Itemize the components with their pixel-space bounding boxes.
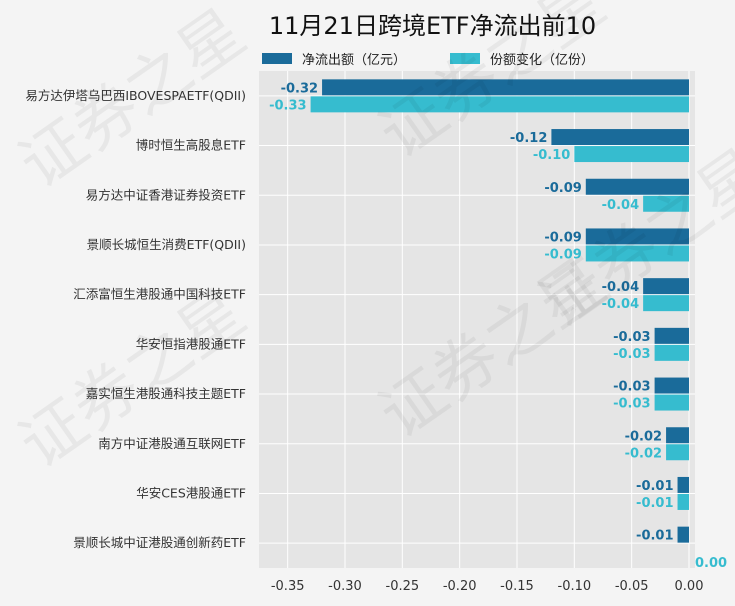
x-tick-label: -0.25 [386, 579, 420, 594]
x-tick-label: -0.30 [328, 579, 362, 594]
legend-swatch-net-outflow [262, 52, 292, 64]
data-label: -0.01 [636, 479, 673, 494]
category-label: 华安CES港股通ETF [136, 485, 246, 500]
data-label: -0.04 [602, 198, 639, 213]
data-label: -0.09 [544, 230, 581, 245]
x-tick-label: 0.00 [675, 579, 704, 594]
data-label: -0.09 [544, 247, 581, 262]
data-label: -0.12 [510, 131, 547, 146]
bar [322, 79, 689, 96]
bar [654, 344, 689, 361]
data-label: -0.03 [613, 380, 650, 395]
category-label: 汇添富恒生港股通中国科技ETF [73, 287, 246, 302]
category-label: 景顺长城恒生消费ETF(QDII) [87, 237, 246, 252]
legend-label-share-change: 份额变化（亿份） [490, 52, 595, 68]
legend-item-share-change: 份额变化（亿份） [450, 49, 594, 68]
bar [310, 96, 689, 113]
data-label: -0.33 [269, 98, 306, 113]
data-label: -0.32 [281, 81, 318, 96]
bar [585, 178, 689, 195]
data-label: -0.03 [613, 347, 650, 362]
bar [666, 444, 689, 461]
category-label: 易方达伊塔乌巴西IBOVESPAETF(QDII) [25, 88, 246, 103]
bar [643, 195, 689, 212]
data-label: -0.03 [613, 330, 650, 345]
legend-label-net-outflow: 净流出额（亿元） [302, 52, 407, 68]
bar [677, 493, 689, 510]
bar [643, 278, 689, 295]
category-label: 易方达中证香港证券投资ETF [86, 187, 246, 202]
chart-title: 11月21日跨境ETF净流出前10 [268, 12, 597, 40]
x-tick-label: -0.15 [500, 579, 534, 594]
data-label: -0.09 [544, 181, 581, 196]
x-tick-label: -0.35 [271, 579, 305, 594]
legend-swatch-share-change [450, 52, 481, 64]
bar [666, 427, 689, 444]
bar [574, 146, 689, 163]
category-label: 景顺长城中证港股通创新药ETF [73, 535, 246, 550]
data-label: -0.10 [533, 148, 570, 163]
bar [585, 228, 689, 245]
bar [585, 245, 689, 262]
category-label: 南方中证港股通互联网ETF [98, 436, 246, 451]
category-label: 嘉实恒生港股通科技主题ETF [86, 386, 246, 401]
category-label: 博时恒生高股息ETF [136, 138, 246, 153]
x-tick-label: -0.20 [443, 579, 477, 594]
data-label: -0.04 [602, 297, 639, 312]
bar [643, 295, 689, 312]
data-label: -0.03 [613, 397, 650, 412]
data-label: -0.01 [636, 496, 673, 511]
data-label: -0.02 [625, 429, 662, 444]
legend-item-net-outflow: 净流出额（亿元） [262, 49, 406, 68]
data-label: 0.00 [695, 556, 727, 571]
category-label: 华安恒指港股通ETF [136, 336, 246, 351]
legend: 净流出额（亿元） 份额变化（亿份） [262, 48, 638, 68]
bar [654, 327, 689, 344]
bar [551, 129, 689, 146]
bar [677, 526, 689, 543]
data-label: -0.04 [602, 280, 639, 295]
bar [677, 476, 689, 493]
data-label: -0.02 [625, 446, 662, 461]
bar [654, 377, 689, 394]
bar [654, 394, 689, 411]
x-tick-label: -0.05 [615, 579, 649, 594]
x-tick-label: -0.10 [558, 579, 592, 594]
data-label: -0.01 [636, 529, 673, 544]
